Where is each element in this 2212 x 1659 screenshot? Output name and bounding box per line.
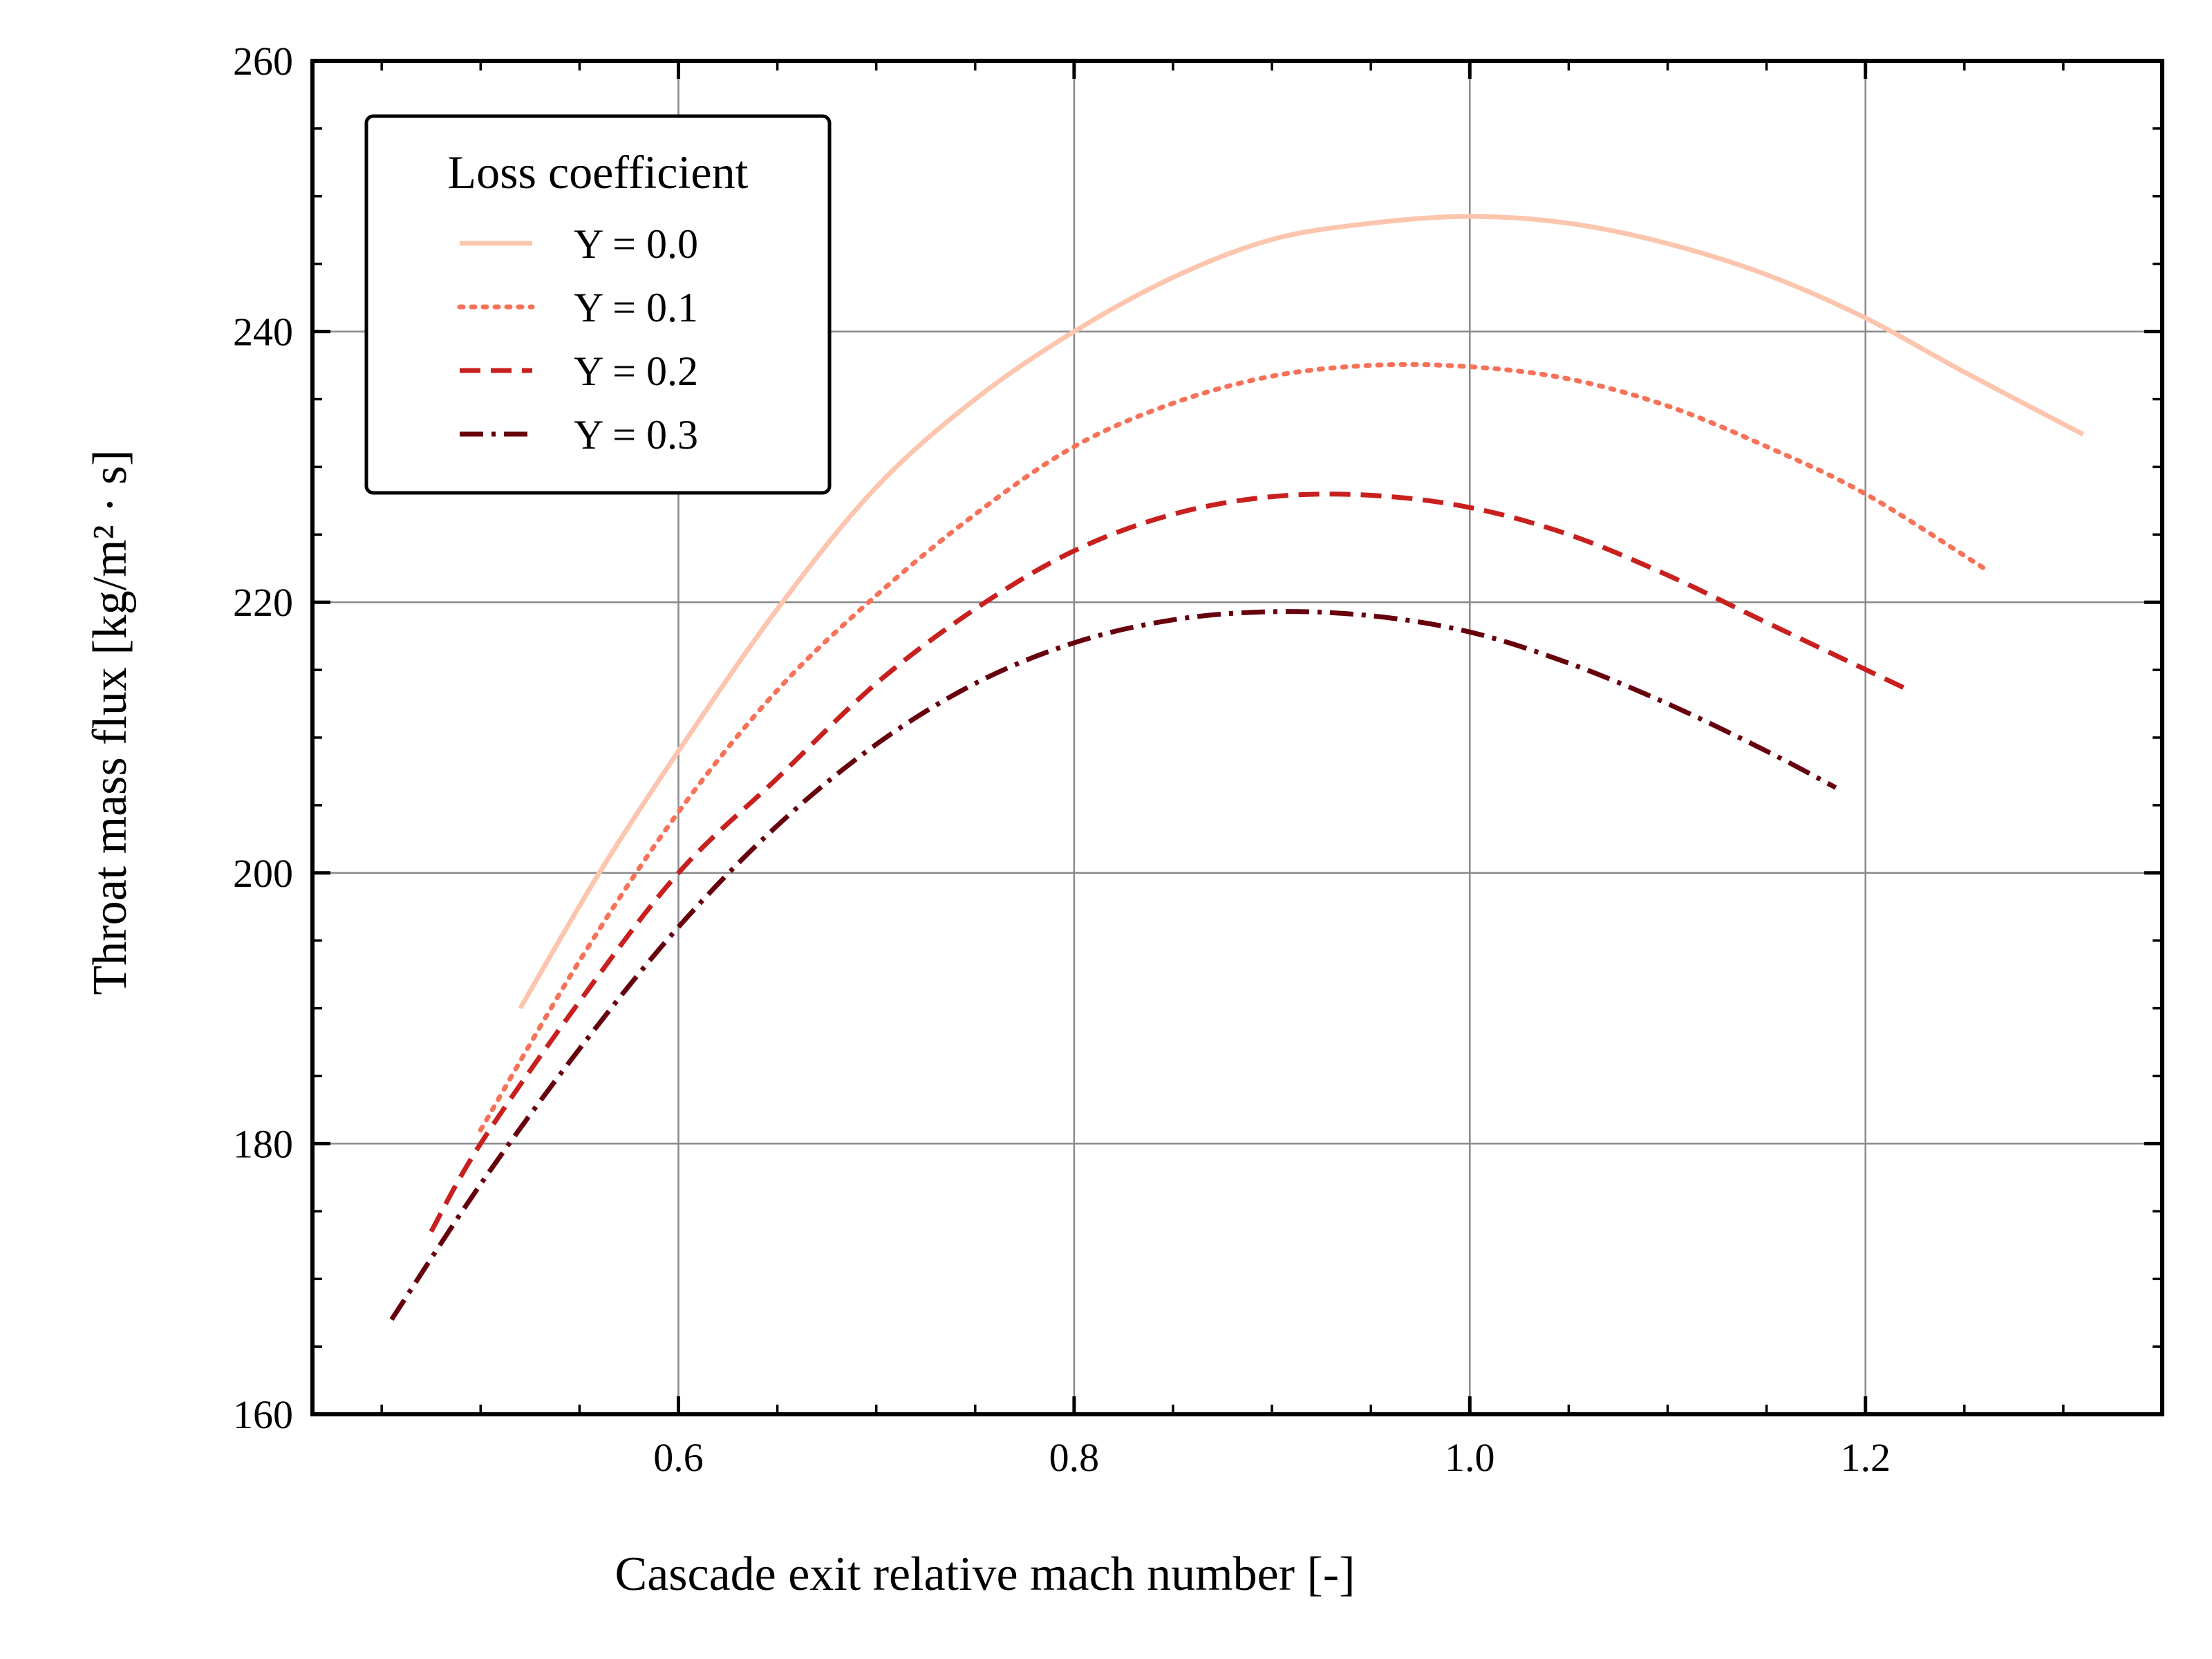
series-line-1 [518, 214, 2085, 1010]
data-series [389, 214, 2085, 1321]
legend-label-2: Y = 0.1 [574, 285, 698, 330]
x-tick-label: 1.2 [1840, 1435, 1891, 1480]
legend-entries: Y = 0.0 Y = 0.1 Y = 0.2 Y = 0.3 [457, 221, 698, 458]
legend-label-1: Y = 0.0 [574, 221, 698, 267]
y-tick-label: 260 [233, 39, 293, 84]
legend-title: Loss coefficient [448, 146, 749, 198]
series-line-2 [478, 362, 1987, 1133]
axis-ticks [312, 59, 2164, 1416]
series-line-4 [389, 609, 1837, 1321]
y-tick-label: 160 [233, 1392, 293, 1437]
series-line-3 [429, 491, 1911, 1233]
y-tick-label: 180 [233, 1121, 293, 1166]
legend-label-4: Y = 0.3 [574, 412, 698, 458]
tick-labels: 0.6 0.8 1.0 1.2 160 180 200 220 240 260 [233, 39, 1891, 1480]
x-tick-label: 1.0 [1445, 1435, 1495, 1480]
x-tick-label: 0.6 [653, 1435, 704, 1480]
y-tick-label: 240 [233, 310, 293, 355]
y-tick-label: 200 [233, 851, 293, 896]
x-tick-label: 0.8 [1049, 1435, 1100, 1480]
legend-label-3: Y = 0.2 [574, 348, 698, 394]
x-axis-title: Cascade exit relative mach number [-] [615, 1548, 1356, 1601]
y-axis-title: Throat mass flux [kg/m² · s] [84, 450, 137, 995]
legend-box [364, 114, 832, 495]
y-tick-label: 220 [233, 580, 293, 625]
legend: Loss coefficient Y = 0.0Y = 0.1Y = 0.2Y … [364, 114, 832, 495]
